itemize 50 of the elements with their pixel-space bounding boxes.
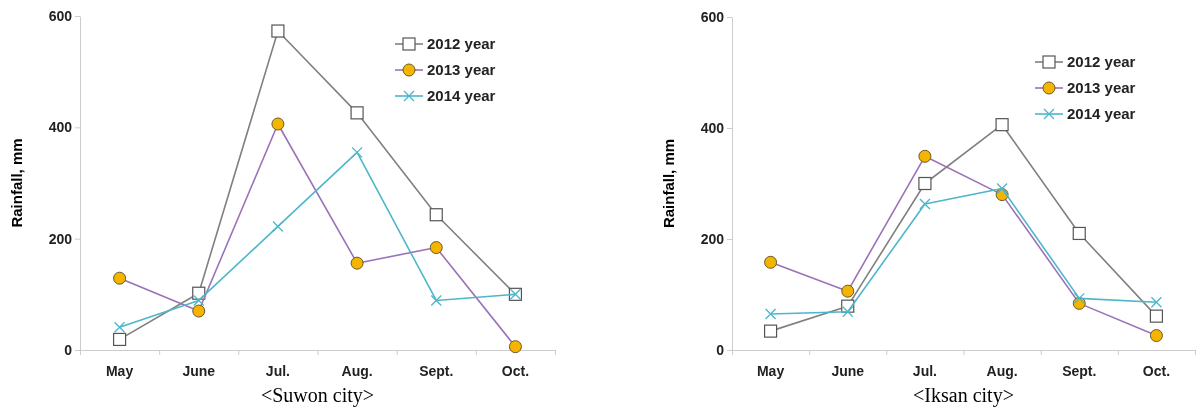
point bbox=[764, 308, 777, 320]
point bbox=[193, 294, 205, 307]
x-tick-label: June bbox=[831, 363, 865, 379]
point bbox=[1072, 226, 1086, 241]
legend-label: 2013 year bbox=[1067, 79, 1136, 96]
point bbox=[430, 294, 442, 307]
point bbox=[918, 176, 932, 191]
point bbox=[763, 324, 778, 338]
y-tick-label: 400 bbox=[48, 119, 73, 136]
point bbox=[995, 118, 1009, 132]
y-tick-label: 600 bbox=[48, 7, 73, 24]
point bbox=[350, 106, 364, 120]
legend-label: 2014 year bbox=[427, 87, 496, 104]
point bbox=[113, 321, 126, 333]
legend-label: 2012 year bbox=[1067, 53, 1136, 70]
x-axis-title: <Suwon city> bbox=[260, 384, 375, 407]
x-tick-label: Jul. bbox=[912, 363, 937, 379]
x-tick-label: Oct. bbox=[1142, 363, 1171, 379]
legend-label: 2014 year bbox=[1067, 105, 1136, 122]
x-axis-title: <Iksan city> bbox=[913, 384, 1014, 407]
point bbox=[351, 146, 363, 159]
point bbox=[1150, 296, 1163, 308]
x-tick-label: May bbox=[105, 363, 134, 379]
x-tick-label: Aug. bbox=[341, 363, 373, 379]
x-tick-label: Oct. bbox=[501, 363, 530, 379]
y-axis-title: Rainfall, mm bbox=[660, 138, 677, 229]
x-tick-label: Sept. bbox=[419, 363, 454, 379]
point bbox=[272, 220, 284, 233]
y-tick-label: 0 bbox=[716, 341, 725, 358]
point bbox=[919, 198, 931, 210]
x-tick-label: June bbox=[182, 363, 216, 379]
y-tick-label: 200 bbox=[700, 230, 725, 247]
point bbox=[996, 182, 1008, 195]
x-tick-label: May bbox=[756, 363, 785, 379]
y-tick-label: 200 bbox=[48, 230, 73, 247]
point bbox=[1073, 292, 1085, 305]
x-tick-label: Aug. bbox=[986, 363, 1018, 379]
y-tick-label: 400 bbox=[700, 119, 725, 136]
y-tick-label: 0 bbox=[64, 341, 73, 358]
legend-label: 2013 year bbox=[427, 61, 496, 78]
point bbox=[842, 306, 854, 318]
point bbox=[1149, 309, 1164, 323]
point bbox=[271, 24, 285, 38]
point bbox=[112, 332, 127, 347]
x-tick-label: Sept. bbox=[1062, 363, 1097, 379]
legend-label: 2012 year bbox=[427, 35, 496, 52]
y-axis-title: Rainfall, mm bbox=[8, 138, 25, 228]
x-tick-label: Jul. bbox=[265, 363, 290, 379]
y-tick-label: 600 bbox=[700, 8, 725, 25]
point bbox=[429, 208, 443, 222]
